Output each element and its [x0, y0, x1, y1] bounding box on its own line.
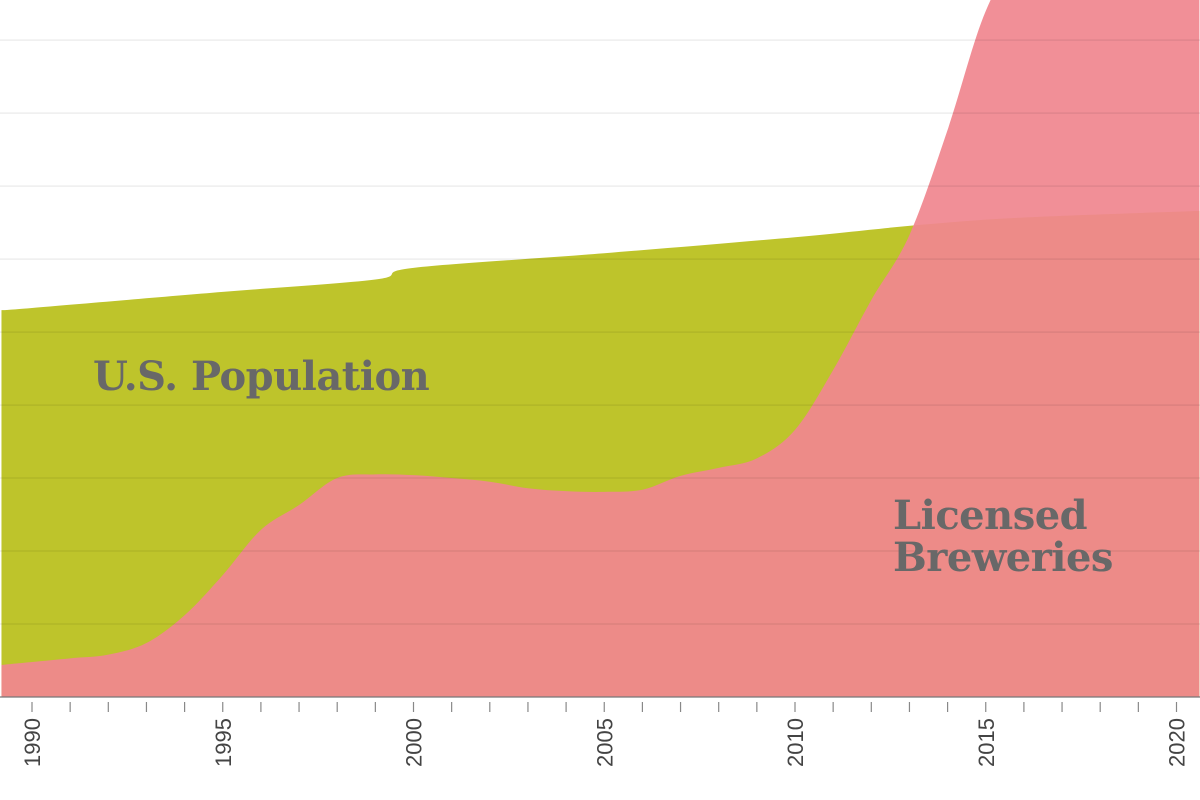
x-tick-label: 2010 [783, 718, 808, 767]
breweries-label-line2: Breweries [893, 534, 1113, 581]
x-tick-label: 2005 [592, 718, 617, 767]
x-tick-label: 1990 [20, 718, 45, 767]
x-tick-label: 1995 [211, 718, 236, 767]
areas [1, 0, 1200, 697]
x-tick-label: 2020 [1165, 718, 1190, 767]
x-tick-label: 2015 [974, 718, 999, 767]
breweries-label-line1: Licensed [893, 492, 1088, 539]
x-tick-label: 2000 [402, 718, 427, 767]
gridlines [0, 39, 1200, 625]
x-axis-ticks: 1990 1995 2000 2005 2010 2015 2020 [20, 702, 1190, 767]
population-label: U.S. Population [93, 353, 430, 400]
series-area-licensed-breweries [1, 0, 1200, 697]
